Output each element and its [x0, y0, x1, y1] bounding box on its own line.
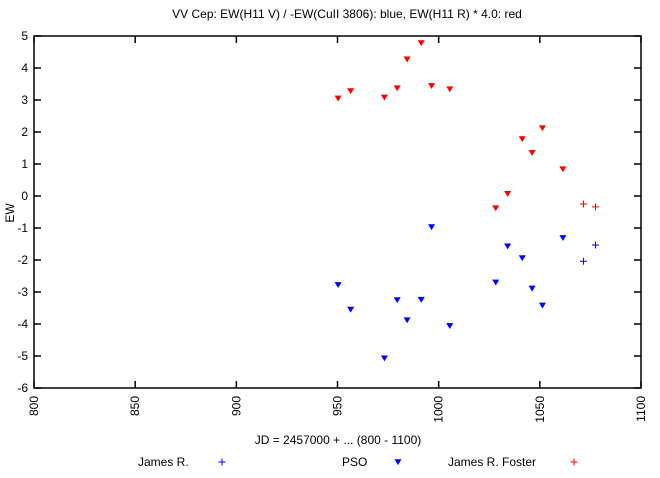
- chart-title: VV Cep: EW(H11 V) / -EW(CuII 3806): blue…: [172, 7, 522, 21]
- data-point: [538, 302, 546, 309]
- plot-frame: [33, 35, 642, 389]
- data-point: [417, 296, 425, 303]
- x-tick-label: 1000: [432, 396, 446, 423]
- y-tick-label: -6: [17, 381, 28, 395]
- data-point: [518, 255, 526, 262]
- data-point: [591, 241, 599, 249]
- y-tick-label: -1: [17, 221, 28, 235]
- data-point: [446, 86, 454, 93]
- x-tick-label: 1100: [634, 396, 648, 422]
- y-tick-label: 2: [21, 125, 28, 139]
- x-tick-label: 900: [229, 396, 243, 416]
- data-point: [504, 190, 512, 197]
- data-point: [428, 83, 436, 90]
- data-point: [403, 317, 411, 324]
- data-point: [393, 297, 401, 304]
- y-tick-label: -3: [17, 285, 28, 299]
- axis-ticks: 800 850 900 950 1000 1050 1100 5 4 3 2 1 0 -1 -2 -3 -4 -5…: [17, 29, 648, 423]
- y-tick-label: -4: [17, 317, 28, 331]
- y-tick-label: -5: [17, 349, 28, 363]
- data-point: [518, 136, 526, 143]
- legend-label: James R.: [138, 455, 189, 469]
- y-tick-label: 3: [21, 93, 28, 107]
- data-point: [559, 166, 567, 173]
- legend-label: James R. Foster: [448, 455, 536, 469]
- data-point: [504, 243, 512, 250]
- x-tick-label: 800: [27, 396, 41, 416]
- data-point: [417, 40, 425, 47]
- y-tick-label: 4: [21, 61, 28, 75]
- legend-marker: [218, 458, 226, 466]
- data-point: [347, 306, 355, 313]
- data-point: [380, 94, 388, 101]
- data-point: [334, 282, 342, 289]
- data-point: [538, 125, 546, 132]
- y-tick-label: 1: [21, 157, 28, 171]
- data-point: [334, 95, 342, 102]
- data-point: [528, 150, 536, 156]
- data-point: [347, 88, 355, 95]
- x-axis-label: JD = 2457000 + ... (800 - 1100): [255, 433, 422, 447]
- data-point: [380, 355, 388, 362]
- x-tick-label: 950: [331, 396, 345, 416]
- data-point: [446, 323, 454, 330]
- data-point: [591, 203, 599, 211]
- data-points: [334, 40, 599, 362]
- legend: James R. PSO James R. Foster: [138, 455, 578, 469]
- y-tick-label: 5: [21, 29, 28, 43]
- y-tick-label: 0: [21, 189, 28, 203]
- y-axis-label: EW: [3, 203, 17, 223]
- data-point: [393, 85, 401, 92]
- data-point: [492, 279, 500, 286]
- data-point: [580, 257, 588, 265]
- legend-marker: [394, 459, 402, 466]
- data-point: [559, 235, 567, 242]
- data-point: [428, 224, 436, 231]
- legend-marker: [570, 458, 578, 466]
- data-point: [403, 56, 411, 63]
- x-tick-label: 1050: [533, 396, 547, 423]
- x-tick-label: 850: [128, 396, 142, 416]
- data-point: [580, 200, 588, 208]
- data-point: [492, 205, 500, 212]
- legend-label: PSO: [342, 455, 367, 469]
- data-point: [528, 285, 536, 292]
- y-tick-label: -2: [17, 253, 28, 267]
